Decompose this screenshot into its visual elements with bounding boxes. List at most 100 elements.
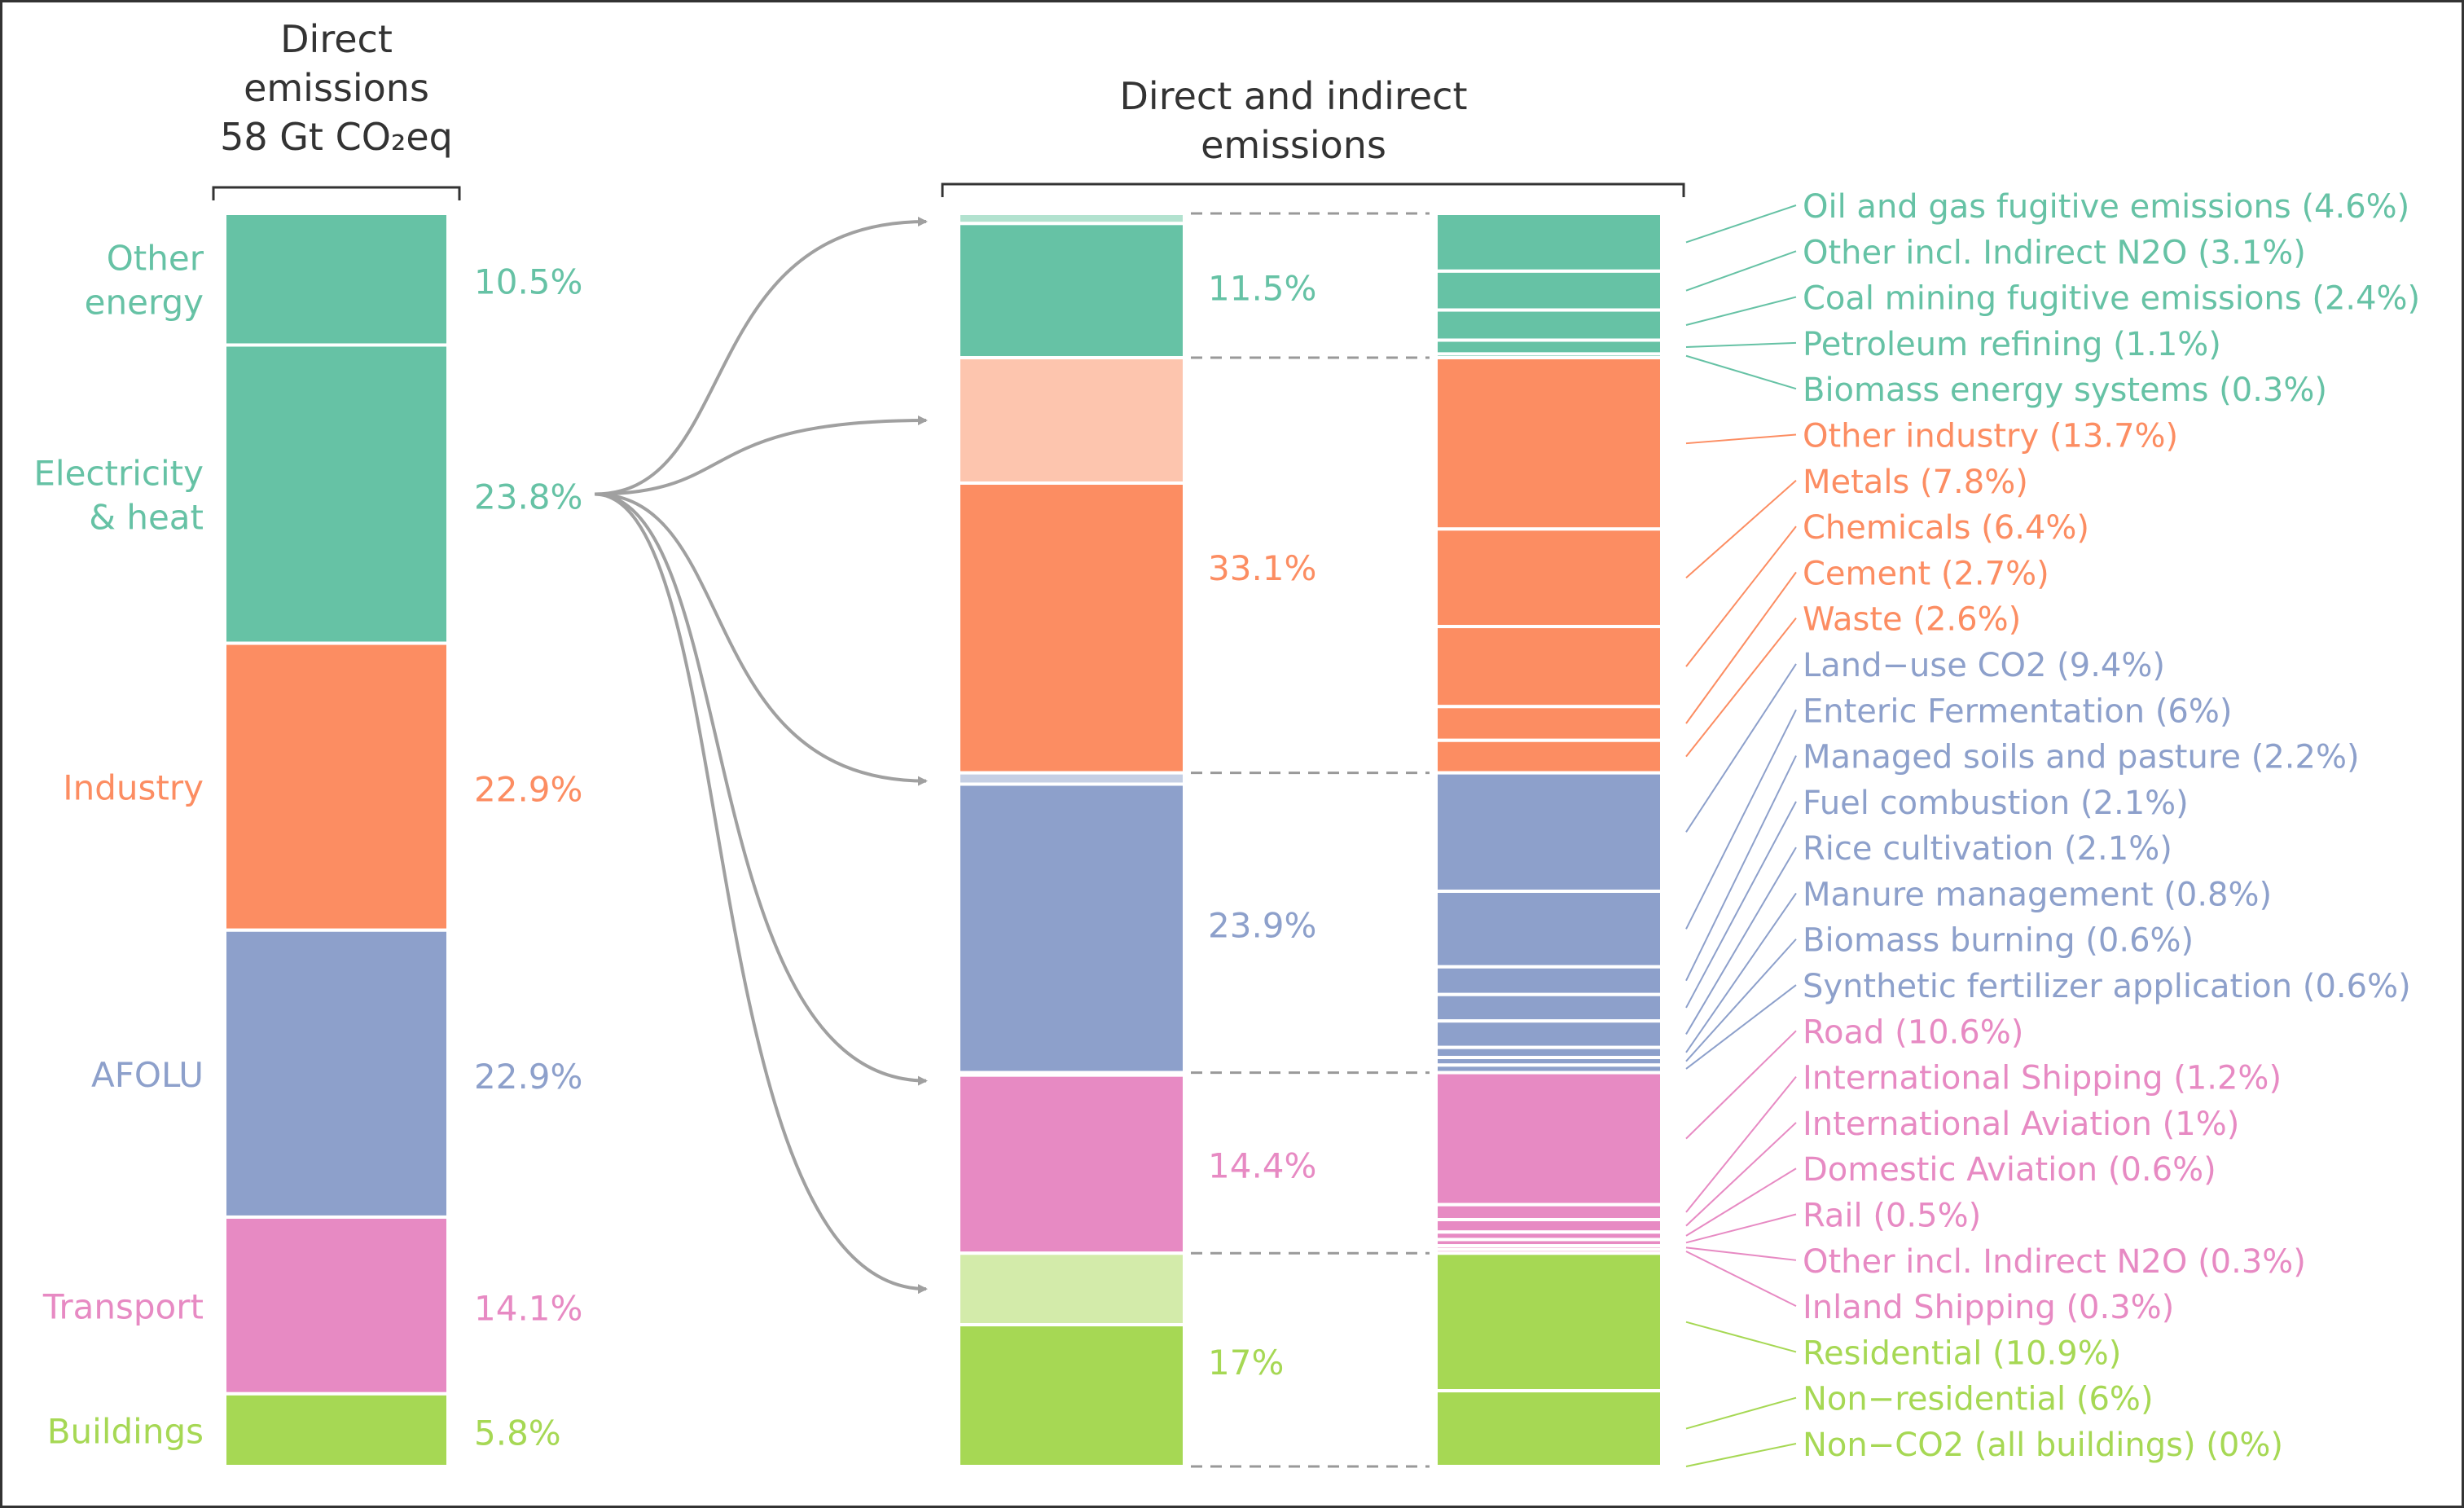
leader-biomass-energy-systems-0-3: [1685, 354, 1797, 390]
direct-segment-3: [957, 1073, 1186, 1255]
direct-segment-2: [957, 782, 1186, 1075]
leader-synthetic-fertilizer-application-0-6: [1685, 984, 1797, 1070]
flow-arrow-0: [594, 217, 928, 496]
subsector-bar-cement-2-7: [1434, 705, 1663, 742]
group-pct-11-5: 11.5%: [1208, 269, 1316, 309]
group-pct-33-1: 33.1%: [1208, 548, 1316, 588]
group-pct-17: 17%: [1208, 1343, 1284, 1383]
sector-pct-other-energy: 10.5%: [474, 262, 582, 302]
sector-pct-buildings: 5.8%: [474, 1413, 561, 1453]
subsector-bar-international-shipping-1-2: [1434, 1202, 1663, 1221]
direct-heading-bracket: [212, 186, 461, 200]
sector-label-transport: Transport: [42, 1286, 204, 1326]
subsector-label-road-10-6: Road (10.6%): [1803, 1013, 2023, 1051]
subsector-bar: [1434, 212, 1663, 1469]
subsector-label-coal-mining-fugitive-emissions-2-4: Coal mining fugitive emissions (2.4%): [1803, 280, 2420, 318]
sector-label-afolu: AFOLU: [91, 1055, 204, 1095]
subsector-bar-coal-mining-fugitive-emissions-2-4: [1434, 308, 1663, 342]
sector-label-other-energy: Other: [107, 239, 204, 279]
direct-bar-industry: [223, 641, 450, 932]
dashed-guides: [1191, 212, 1430, 1468]
subsector-label-non-co2-all-buildings-0: Non−CO2 (all buildings) (0%): [1803, 1427, 2283, 1464]
indirect-heading: emissions: [1201, 123, 1386, 167]
subsector-label-waste-2-6: Waste (2.6%): [1803, 601, 2021, 639]
leader-domestic-aviation-0-6: [1685, 1167, 1797, 1237]
leader-cement-2-7: [1685, 571, 1797, 724]
direct-emissions-bar: [223, 212, 450, 1469]
leader-petroleum-refining-1-1: [1685, 341, 1797, 348]
direct-bar-transport: [223, 1215, 450, 1396]
leader-residential-10-9: [1685, 1321, 1797, 1353]
subsector-label-enteric-fermentation-6: Enteric Fermentation (6%): [1803, 692, 2232, 730]
leader-inland-shipping-0-3: [1685, 1251, 1797, 1308]
subsector-bar-oil-and-gas-fugitive-emissions-4-6: [1434, 212, 1663, 273]
subsector-label-land-use-co2-9-4: Land−use CO2 (9.4%): [1803, 647, 2165, 684]
sector-label-other-energy: energy: [85, 283, 204, 323]
direct-bar-afolu: [223, 928, 450, 1219]
subsector-label-domestic-aviation-0-6: Domestic Aviation (0.6%): [1803, 1151, 2216, 1189]
direct-heading: emissions: [244, 66, 429, 110]
subsector-bar-enteric-fermentation-6: [1434, 889, 1663, 969]
leader-oil-and-gas-fugitive-emissions-4-6: [1685, 204, 1797, 244]
indirect-segment-2: [957, 771, 1186, 786]
leader-international-shipping-1-2: [1685, 1075, 1797, 1213]
headings: Direct emissions 58 Gt CO₂eq Direct and ind…: [212, 17, 1685, 200]
leader-rice-cultivation-2-1: [1685, 846, 1797, 1035]
subsector-label-inland-shipping-0-3: Inland Shipping (0.3%): [1803, 1289, 2174, 1326]
indirect-segment-4: [957, 1251, 1186, 1327]
subsector-label-manure-management-0-8: Manure management (0.8%): [1803, 876, 2272, 913]
sector-label-electricity-heat: Electricity: [33, 454, 204, 494]
subsector-label-chemicals-6-4: Chemicals (6.4%): [1803, 509, 2089, 547]
subsector-label-other-incl-indirect-n2o-3-1: Other incl. Indirect N2O (3.1%): [1803, 234, 2306, 271]
subsector-bar-road-10-6: [1434, 1071, 1663, 1207]
leader-non-residential-6: [1685, 1396, 1797, 1430]
subsector-label-oil-and-gas-fugitive-emissions-4-6: Oil and gas fugitive emissions (4.6%): [1803, 188, 2409, 226]
subsector-label-managed-soils-and-pasture-2-2: Managed soils and pasture (2.2%): [1803, 739, 2360, 776]
subsector-bar-residential-10-9: [1434, 1251, 1663, 1393]
direct-heading: 58 Gt CO₂eq: [220, 115, 453, 159]
subsector-bar-non-residential-6: [1434, 1389, 1663, 1469]
direct-indirect-bar: 11.5% 33.1% 23.9% 14.4% 17%: [957, 212, 1316, 1468]
subsector-bar-international-aviation-1: [1434, 1217, 1663, 1234]
subsector-label-rice-cultivation-2-1: Rice cultivation (2.1%): [1803, 830, 2172, 868]
sector-pct-transport: 14.1%: [474, 1288, 582, 1328]
subsector-bar-managed-soils-and-pasture-2-2: [1434, 965, 1663, 996]
subsector-label-fuel-combustion-2-1: Fuel combustion (2.1%): [1803, 785, 2189, 822]
direct-bar-electricity-heat: [223, 343, 450, 645]
subsector-label-non-residential-6: Non−residential (6%): [1803, 1381, 2154, 1418]
flow-arrows: [594, 217, 928, 1295]
subsector-label-biomass-burning-0-6: Biomass burning (0.6%): [1803, 922, 2194, 960]
indirect-heading-bracket: [941, 182, 1685, 197]
subsector-label-residential-10-9: Residential (10.9%): [1803, 1334, 2121, 1372]
subsector-bar-other-industry-13-7: [1434, 356, 1663, 531]
subsector-bar-other-incl-indirect-n2o-3-1: [1434, 269, 1663, 312]
leader-coal-mining-fugitive-emissions-2-4: [1685, 296, 1797, 326]
subsector-bar-chemicals-6-4: [1434, 625, 1663, 709]
leader-land-use-co2-9-4: [1685, 663, 1797, 833]
subsector-bar-fuel-combustion-2-1: [1434, 992, 1663, 1023]
group-pct-23-9: 23.9%: [1208, 906, 1316, 946]
subsector-label-biomass-energy-systems-0-3: Biomass energy systems (0.3%): [1803, 372, 2327, 409]
sector-pct-electricity-heat: 23.8%: [474, 477, 582, 517]
flow-arrow-1: [594, 415, 928, 496]
subsector-bar-land-use-co2-9-4: [1434, 771, 1663, 893]
leader-road-10-6: [1685, 1030, 1797, 1140]
leader-other-incl-indirect-n2o-0-3: [1685, 1246, 1797, 1261]
leader-manure-management-0-8: [1685, 892, 1797, 1053]
group-pct-14-4: 14.4%: [1208, 1145, 1316, 1185]
leader-metals-7-8: [1685, 480, 1797, 578]
sector-label-industry: Industry: [63, 768, 204, 808]
direct-bar-buildings: [223, 1391, 450, 1469]
subsector-label-international-shipping-1-2: International Shipping (1.2%): [1803, 1060, 2282, 1097]
subsector-label-metals-7-8: Metals (7.8%): [1803, 464, 2028, 501]
flow-arrow-2: [594, 492, 928, 786]
direct-bar-other-energy: [223, 212, 450, 347]
subsector-label-petroleum-refining-1-1: Petroleum refining (1.1%): [1803, 326, 2221, 363]
leader-biomass-burning-0-6: [1685, 939, 1797, 1062]
direct-segment-4: [957, 1323, 1186, 1468]
subsector-bar-rice-cultivation-2-1: [1434, 1019, 1663, 1049]
sector-pct-afolu: 22.9%: [474, 1057, 582, 1097]
leader-international-aviation-1: [1685, 1122, 1797, 1227]
